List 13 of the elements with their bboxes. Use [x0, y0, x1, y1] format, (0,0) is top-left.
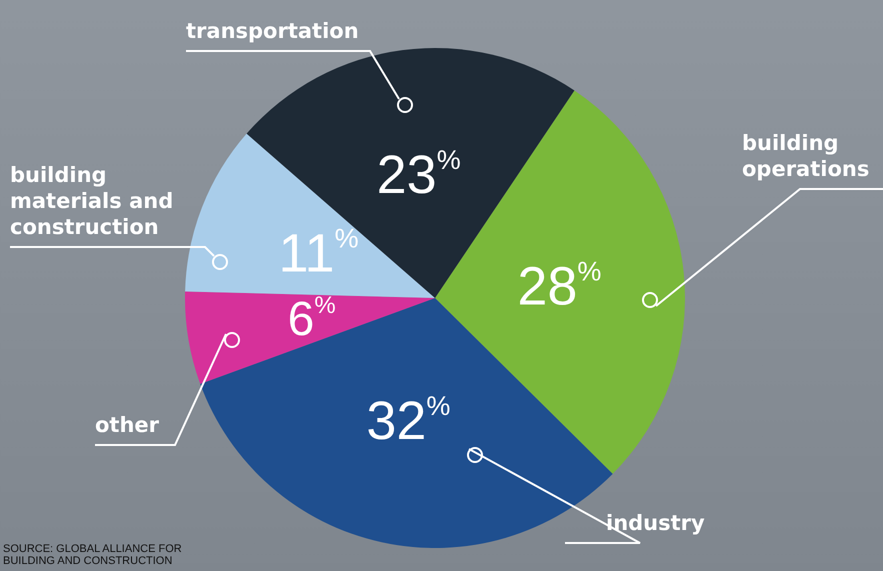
data-label: 6$^{%}$ [288, 292, 336, 346]
slice-label: other [95, 413, 160, 437]
pie-slice [185, 291, 435, 384]
pie-slice [185, 134, 435, 298]
data-label: 11$^{%}$ [278, 223, 359, 284]
slice-label: industry [606, 511, 706, 535]
data-label: 32$^{%}$ [366, 390, 450, 452]
slice-label: transportation [186, 19, 359, 43]
data-label: 23$^{%}$ [376, 144, 461, 205]
slice-label: building operations [742, 131, 870, 181]
data-label: 28$^{%}$ [517, 256, 602, 316]
slice-label: building materials and construction [10, 163, 174, 239]
source-note: SOURCE: GLOBAL ALLIANCE FOR BUILDING AND CONSTRUCTION [3, 543, 182, 567]
